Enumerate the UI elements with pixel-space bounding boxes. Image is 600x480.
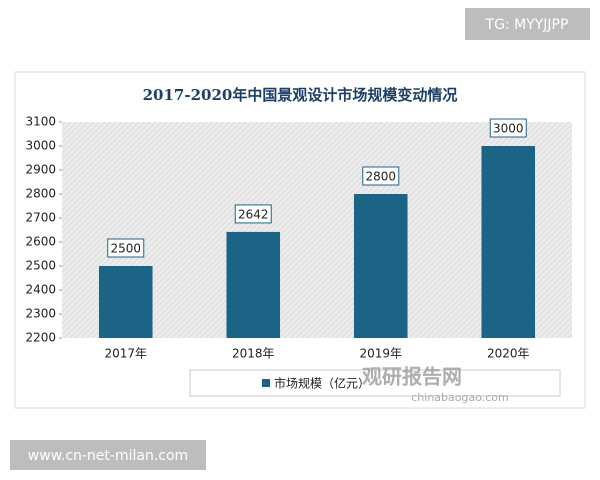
value-label: 3000: [493, 122, 524, 136]
y-tick-label: 2300: [25, 307, 56, 321]
y-tick-label: 2400: [25, 283, 56, 297]
bar: [98, 266, 153, 338]
legend-swatch: [262, 379, 270, 387]
bar: [226, 231, 281, 338]
watermark-url: chinabaogao.com: [411, 391, 509, 404]
value-label: 2500: [110, 242, 141, 256]
legend-label: 市场规模（亿元）: [274, 376, 370, 391]
value-label-box: [107, 238, 145, 258]
y-tick-label: 2700: [25, 211, 56, 225]
footer-url: www.cn-net-milan.com: [28, 448, 188, 464]
y-tick-label: 3100: [25, 115, 56, 129]
bar: [481, 146, 536, 338]
legend-box: [189, 369, 561, 397]
footer-box: [10, 440, 206, 470]
bar: [353, 194, 408, 338]
value-label-box: [234, 204, 272, 224]
y-tick-label: 3000: [25, 139, 56, 153]
y-tick-label: 2500: [25, 259, 56, 273]
x-tick-label: 2019年: [359, 347, 402, 361]
value-label-box: [489, 118, 527, 138]
value-label-box: [362, 166, 400, 186]
y-tick-label: 2200: [25, 331, 56, 345]
value-label: 2800: [365, 170, 396, 184]
value-label: 2642: [238, 207, 269, 221]
y-tick-label: 2800: [25, 187, 56, 201]
chart-title: 2017-2020年中国景观设计市场规模变动情况: [143, 86, 458, 104]
watermark: 观研报告网: [362, 365, 462, 389]
y-tick-label: 2900: [25, 163, 56, 177]
tag-text: TG: MYYJJPP: [485, 17, 569, 33]
x-tick-label: 2018年: [232, 347, 275, 361]
x-tick-label: 2020年: [487, 347, 530, 361]
x-tick-label: 2017年: [104, 347, 147, 361]
y-tick-label: 2600: [25, 235, 56, 249]
tag-box: [465, 8, 590, 40]
